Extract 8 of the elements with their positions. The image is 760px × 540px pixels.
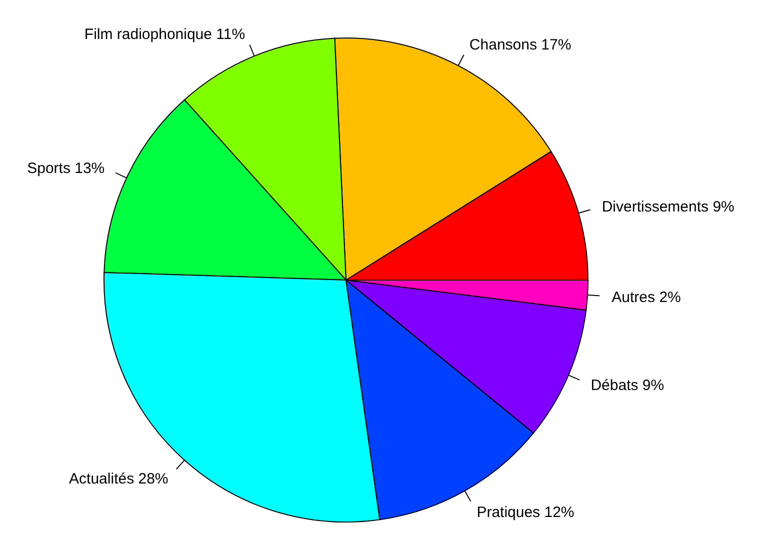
slice-label: Autres 2%: [612, 288, 681, 306]
slice-label: Actualités 28%: [69, 470, 168, 488]
slice-label: Chansons 17%: [469, 36, 572, 54]
slice-label: Film radiophonique 11%: [84, 26, 246, 43]
slice-label: Divertissements 9%: [602, 198, 734, 216]
slice-label: Pratiques 12%: [476, 504, 574, 522]
slice-label: Débats 9%: [590, 376, 664, 394]
slice-label: Sports 13%: [27, 160, 105, 177]
